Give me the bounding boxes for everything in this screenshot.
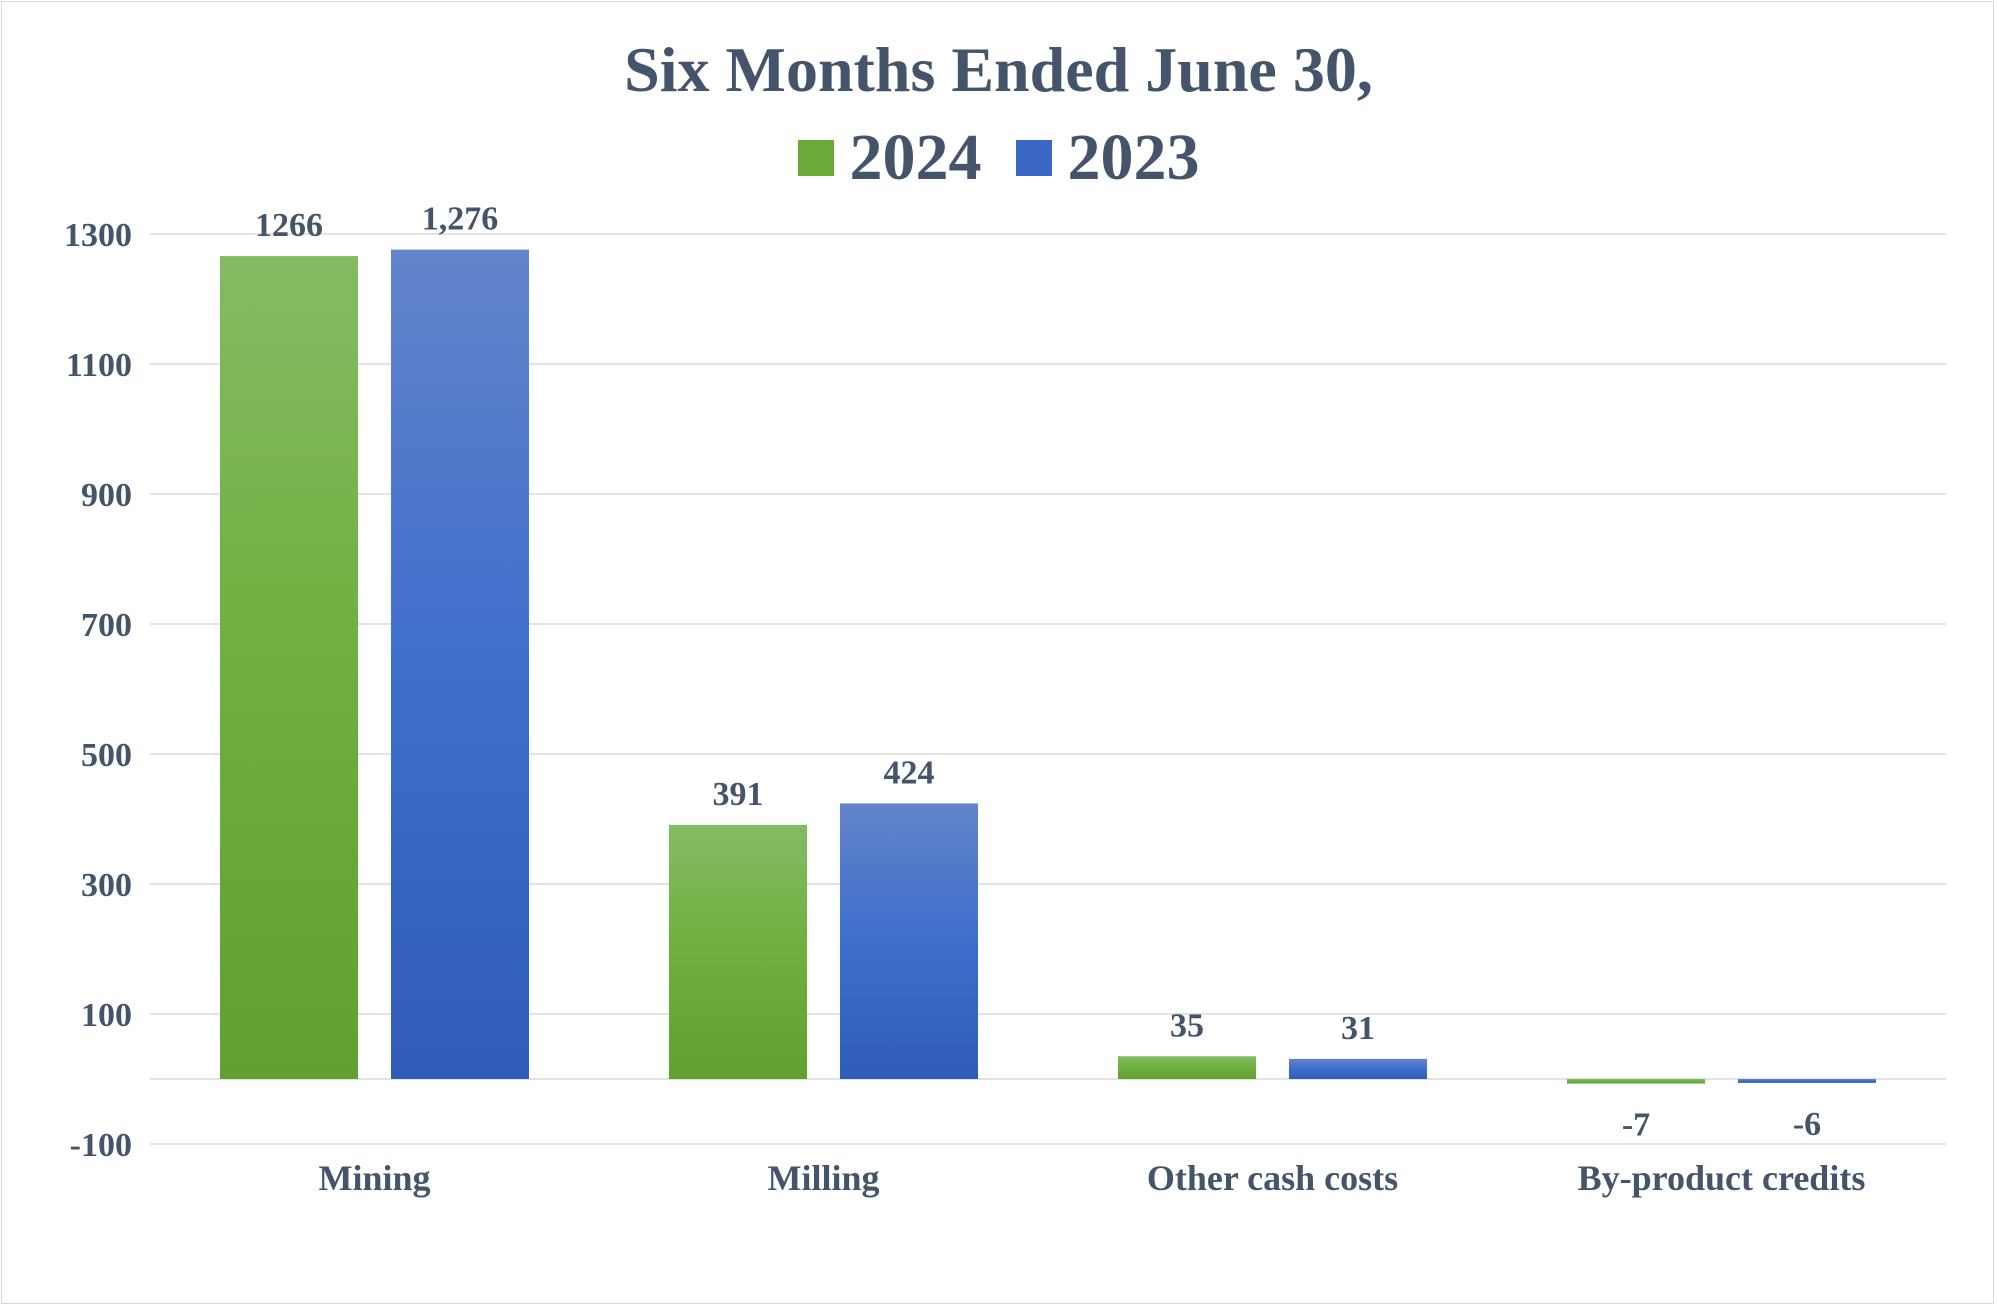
legend-swatch-2024 — [797, 140, 834, 176]
bar-2024-3 — [1567, 1079, 1705, 1084]
y-tick-label: 300 — [81, 867, 132, 904]
y-axis: 1300 1100 900 700 500 300 100 -100 — [64, 217, 132, 1164]
chart-title: Six Months Ended June 30, — [624, 34, 1373, 105]
category-label: Mining — [318, 1158, 430, 1198]
data-label: 1266 — [255, 207, 323, 244]
legend: 2024 2023 — [0, 120, 1997, 196]
data-label: 31 — [1341, 1010, 1375, 1047]
category-label: Other cash costs — [1147, 1158, 1398, 1198]
data-label: 1,276 — [422, 201, 499, 238]
bar-2024-0 — [220, 256, 358, 1080]
x-axis: Mining Milling Other cash costs By-product … — [318, 1158, 1865, 1198]
category-label: By-product credits — [1578, 1158, 1866, 1198]
legend-item-2023: 2023 — [1015, 120, 1200, 196]
legend-item-2024: 2024 — [797, 120, 982, 196]
data-label: -7 — [1622, 1107, 1650, 1144]
y-tick-label: 1100 — [66, 347, 132, 384]
bar-2023-2 — [1289, 1058, 1427, 1079]
bar-2023-0 — [391, 249, 529, 1080]
data-label: 391 — [713, 776, 764, 813]
y-tick-label: 500 — [81, 737, 132, 774]
data-labels: 1266 1,276 391 424 35 31 -7 -6 — [255, 201, 1821, 1144]
data-label: 424 — [884, 754, 935, 791]
bar-2023-1 — [840, 803, 978, 1079]
y-tick-label: 900 — [81, 477, 132, 514]
y-tick-label: -100 — [70, 1127, 132, 1164]
category-label: Milling — [767, 1158, 879, 1198]
data-label: 35 — [1170, 1007, 1204, 1044]
y-tick-label: 700 — [81, 607, 132, 644]
bar-2023-3 — [1738, 1079, 1876, 1083]
legend-label-2023: 2023 — [1067, 121, 1200, 194]
legend-swatch-2023 — [1015, 140, 1052, 176]
bar-2024-1 — [669, 824, 807, 1079]
bar-2024-2 — [1118, 1056, 1256, 1079]
data-label: -6 — [1793, 1106, 1821, 1143]
bars — [220, 249, 1876, 1084]
y-tick-label: 100 — [81, 997, 132, 1034]
y-tick-label: 1300 — [64, 217, 132, 254]
legend-label-2024: 2024 — [849, 121, 982, 194]
